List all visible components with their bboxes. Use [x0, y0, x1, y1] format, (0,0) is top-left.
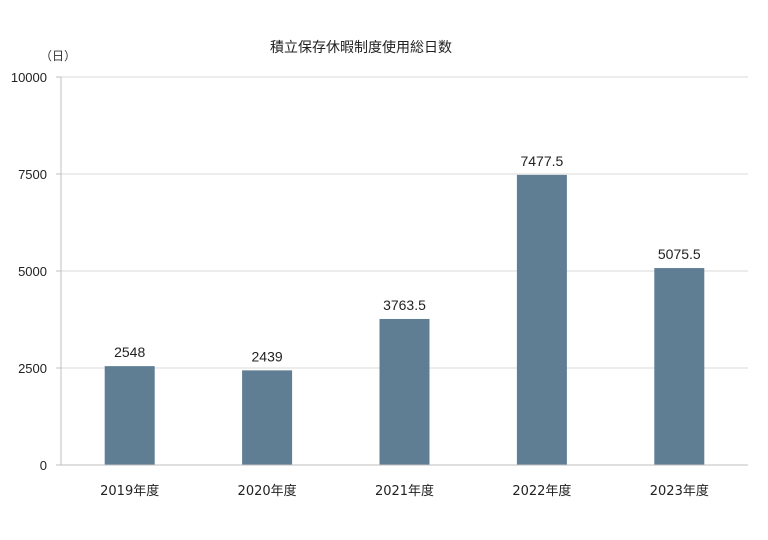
- y-tick-label: 0: [40, 458, 47, 473]
- y-tick-label: 10000: [11, 70, 47, 85]
- y-tick-label: 5000: [18, 264, 47, 279]
- bar: [379, 318, 430, 465]
- chart-title: 積立保存休暇制度使用総日数: [270, 39, 452, 56]
- bar-value-label: 2548: [114, 344, 145, 360]
- bar: [516, 174, 567, 466]
- x-category-label: 2019年度: [100, 483, 159, 499]
- bar-value-label: 7477.5: [520, 153, 563, 169]
- y-tick-label: 7500: [18, 167, 47, 182]
- bar: [654, 268, 705, 465]
- x-category-label: 2021年度: [375, 483, 434, 499]
- x-category-label: 2023年度: [650, 483, 709, 499]
- bar-value-label: 2439: [252, 348, 283, 364]
- bar-value-label: 3763.5: [383, 297, 426, 313]
- bar: [104, 366, 155, 465]
- bars: [104, 174, 705, 466]
- x-category-label: 2022年度: [512, 483, 571, 499]
- bar: [242, 370, 293, 465]
- axes: [56, 76, 748, 466]
- bar-value-label: 5075.5: [658, 246, 701, 262]
- labels: 0 2500 5000 7500 10000 2548 2019年度 2439 2020年度 37…: [11, 70, 709, 499]
- y-axis-unit-label: （日）: [40, 49, 76, 63]
- x-category-label: 2020年度: [238, 483, 297, 499]
- y-tick-label: 2500: [18, 361, 47, 376]
